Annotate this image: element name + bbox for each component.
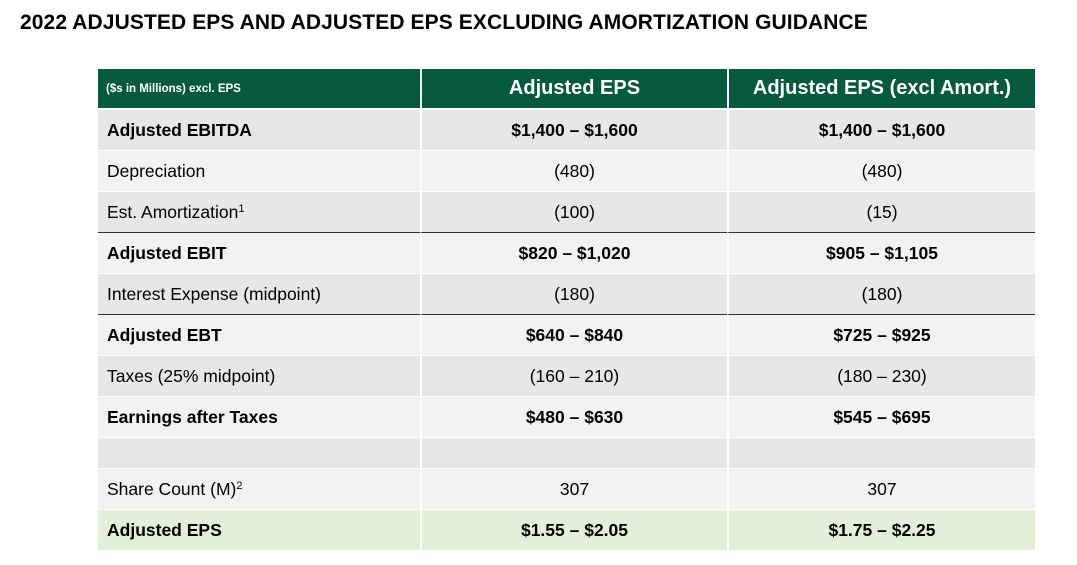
adjusted-eps-value: 307 xyxy=(420,468,727,509)
adjusted-eps-column-header: Adjusted EPS xyxy=(420,69,727,109)
row-label: Earnings after Taxes xyxy=(98,396,420,437)
row-label: Adjusted EBT xyxy=(98,314,420,355)
row-label: Adjusted EBIT xyxy=(98,232,420,273)
adjusted-eps-excl-amort-value: $1,400 – $1,600 xyxy=(727,109,1035,150)
adjusted-eps-excl-amort-value: $725 – $925 xyxy=(727,314,1035,355)
table-header-row: ($s in Millions) excl. EPS Adjusted EPS … xyxy=(98,69,1035,109)
guidance-table: ($s in Millions) excl. EPS Adjusted EPS … xyxy=(98,69,1035,550)
adjusted-eps-value: $820 – $1,020 xyxy=(420,232,727,273)
adjusted-eps-excl-amort-value: 307 xyxy=(727,468,1035,509)
footnote-marker: 2 xyxy=(236,479,243,492)
adjusted-eps-excl-amort-column-header: Adjusted EPS (excl Amort.) xyxy=(727,69,1035,109)
row-label: Depreciation xyxy=(98,150,420,191)
page-title: 2022 ADJUSTED EPS AND ADJUSTED EPS EXCLU… xyxy=(20,11,868,34)
table-row-total: Adjusted EPS $1.55 – $2.05 $1.75 – $2.25 xyxy=(98,509,1035,550)
row-label: Adjusted EPS xyxy=(98,509,420,550)
table-row: Adjusted EBITDA $1,400 – $1,600 $1,400 –… xyxy=(98,109,1035,150)
row-label: Est. Amortization1 xyxy=(98,191,420,232)
table-row: Interest Expense (midpoint) (180) (180) xyxy=(98,273,1035,314)
adjusted-eps-value xyxy=(420,437,727,468)
adjusted-eps-excl-amort-value xyxy=(727,437,1035,468)
table-row: Est. Amortization1 (100) (15) xyxy=(98,191,1035,232)
table-row: Adjusted EBIT $820 – $1,020 $905 – $1,10… xyxy=(98,232,1035,273)
table-row: Share Count (M)2 307 307 xyxy=(98,468,1035,509)
adjusted-eps-excl-amort-value: $1.75 – $2.25 xyxy=(727,509,1035,550)
adjusted-eps-value: (100) xyxy=(420,191,727,232)
adjusted-eps-excl-amort-value: $905 – $1,105 xyxy=(727,232,1035,273)
adjusted-eps-excl-amort-value: (15) xyxy=(727,191,1035,232)
row-label: Taxes (25% midpoint) xyxy=(98,355,420,396)
adjusted-eps-value: $1,400 – $1,600 xyxy=(420,109,727,150)
row-label xyxy=(98,437,420,468)
adjusted-eps-value: (480) xyxy=(420,150,727,191)
units-header: ($s in Millions) excl. EPS xyxy=(98,69,420,109)
adjusted-eps-value: $640 – $840 xyxy=(420,314,727,355)
adjusted-eps-excl-amort-value: (480) xyxy=(727,150,1035,191)
adjusted-eps-excl-amort-value: $545 – $695 xyxy=(727,396,1035,437)
table-row: Adjusted EBT $640 – $840 $725 – $925 xyxy=(98,314,1035,355)
adjusted-eps-value: $1.55 – $2.05 xyxy=(420,509,727,550)
row-label: Share Count (M)2 xyxy=(98,468,420,509)
table-row: Taxes (25% midpoint) (160 – 210) (180 – … xyxy=(98,355,1035,396)
adjusted-eps-value: (160 – 210) xyxy=(420,355,727,396)
table-row: Earnings after Taxes $480 – $630 $545 – … xyxy=(98,396,1035,437)
adjusted-eps-value: $480 – $630 xyxy=(420,396,727,437)
adjusted-eps-value: (180) xyxy=(420,273,727,314)
row-label: Adjusted EBITDA xyxy=(98,109,420,150)
footnote-marker: 1 xyxy=(238,202,245,215)
adjusted-eps-excl-amort-value: (180 – 230) xyxy=(727,355,1035,396)
table-row: Depreciation (480) (480) xyxy=(98,150,1035,191)
adjusted-eps-excl-amort-value: (180) xyxy=(727,273,1035,314)
table-row-blank xyxy=(98,437,1035,468)
row-label: Interest Expense (midpoint) xyxy=(98,273,420,314)
